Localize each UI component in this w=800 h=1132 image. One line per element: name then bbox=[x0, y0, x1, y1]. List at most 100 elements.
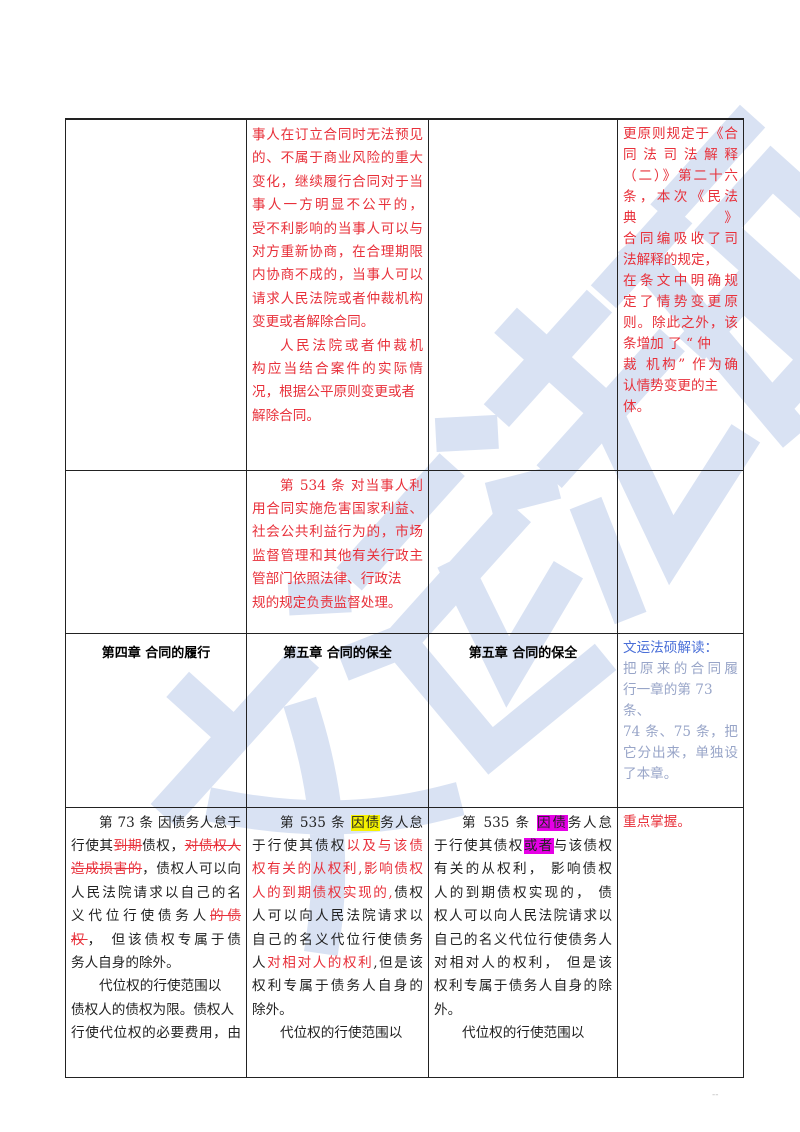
text-segment: 人可以向人民法院请求以 bbox=[252, 908, 423, 925]
table-cell: 第 535 条 因债务人怠 于行使其债权或者与该债权 有关的从权利， 影响债权 人的到… bbox=[428, 806, 618, 1078]
text-line: 对相对人的权利， 但是该 bbox=[434, 952, 612, 975]
text-line: 内协商不成的，当事人可以 bbox=[252, 264, 423, 287]
text-line: 法解释的规定， bbox=[623, 250, 738, 271]
text-segment: 权 bbox=[71, 931, 88, 948]
text-segment: 到期 bbox=[113, 837, 143, 854]
text-segment: 条，本次《民法典》 bbox=[623, 189, 738, 226]
text-line: 权利专属于债务人自身的 bbox=[252, 975, 423, 998]
comparison-table: 事人在订立合同时无法预见 的、不属于商业风险的重大 变化，继续履行合同对于当 事人一方… bbox=[65, 118, 744, 1078]
text-line: 权， 但该债权专属于债 bbox=[71, 929, 241, 952]
table-cell: 事人在订立合同时无法预见 的、不属于商业风险的重大 变化，继续履行合同对于当 事人一方… bbox=[246, 118, 429, 471]
text-line: 则。除此之外，该 bbox=[623, 313, 738, 334]
text-line: 变更或者解除合同。 bbox=[252, 311, 423, 334]
chapter-heading: 第四章 合同的履行 bbox=[101, 645, 211, 661]
text-line: 第 535 条 因债务人怠 bbox=[252, 812, 423, 835]
table-cell: 第 535 条 因债务人怠 于行使其债权以及与该债 权有关的从权利,影响债权 人的到期… bbox=[246, 806, 429, 1078]
text-line: 解除合同。 bbox=[252, 405, 423, 428]
text-line: 况，根据公平原则变更或者 bbox=[252, 381, 423, 404]
text-segment: 自己的名义代位行使债务人 bbox=[434, 931, 612, 948]
table-cell bbox=[65, 469, 247, 634]
text-line: 行使其到期债权，对债权人 bbox=[71, 835, 241, 858]
text-segment: 的、不属于商业风险的重大 bbox=[252, 150, 423, 167]
page-number: -- bbox=[712, 1090, 719, 1100]
text-segment: 受不利影响的当事人可以与 bbox=[252, 220, 423, 237]
chapter-heading: 第五章 合同的保全 bbox=[283, 645, 392, 661]
table-cell: 重点掌握。 bbox=[617, 806, 744, 1078]
text-segment: 的债 bbox=[210, 908, 242, 925]
text-segment: 管部门依照法律、行政法 bbox=[252, 571, 402, 588]
text-line: 合同编吸收了司 bbox=[623, 229, 738, 250]
text-segment: ， 但该债权专属于债 bbox=[87, 931, 242, 948]
text-line: 对方重新协商，在合理期限 bbox=[252, 241, 423, 264]
text-segment: 第 535 条 bbox=[462, 814, 537, 831]
text-segment: 权利专属于债务人自身的 bbox=[252, 978, 423, 995]
text-segment: 合同编吸收了司 bbox=[623, 231, 738, 247]
text-segment: 第 534 条 对当事人利 bbox=[280, 477, 423, 494]
text-line: 变化，继续履行合同对于当 bbox=[252, 171, 423, 194]
text-segment: 用合同实施危害国家利益、 bbox=[252, 500, 423, 517]
table-cell bbox=[617, 469, 744, 634]
table-cell: 更原则规定于《合同 法 司 法 解 释 （二）》第二十六条，本次《民法典》合同编吸… bbox=[617, 118, 744, 471]
text-line: 自己的名义代位行使债务 bbox=[252, 929, 423, 952]
table-cell: 第 73 条 因债务人怠于 行使其到期债权，对债权人 造成损害的，债权人可以向 人民法… bbox=[65, 806, 247, 1078]
text-segment: 裁 机构” 作为确 bbox=[623, 357, 738, 373]
table-row: 第四章 合同的履行 第五章 合同的保全 第五章 合同的保全 文运法硕解读： 把原来的合同… bbox=[65, 632, 744, 808]
text-segment: ,但是该 bbox=[373, 954, 424, 971]
text-line: 债权人的债权为限。债权人 bbox=[71, 999, 241, 1022]
text-line: 74 条、75 条，把 bbox=[623, 722, 738, 743]
text-segment: 同 法 司 法 解 释 bbox=[623, 147, 738, 163]
text-line: 规的规定负责监督处理。 bbox=[252, 592, 423, 615]
text-line: 重点掌握。 bbox=[623, 812, 738, 833]
text-segment: 事人在订立合同时无法预见 bbox=[252, 127, 423, 143]
text-line: （二）》第二十六 bbox=[623, 166, 738, 187]
table-row: 事人在订立合同时无法预见 的、不属于商业风险的重大 变化，继续履行合同对于当 事人一方… bbox=[65, 118, 744, 471]
text-line: 认情势变更的主 bbox=[623, 376, 738, 397]
text-segment: 条增加 了 “ 仲 bbox=[623, 336, 711, 352]
text-line: 第 535 条 因债务人怠 bbox=[434, 812, 612, 835]
text-segment: （二）》第二十六 bbox=[623, 168, 738, 184]
text-segment: 权利专属于债务人自身的除 bbox=[434, 978, 612, 995]
text-line: 有关的从权利， 影响债权 bbox=[434, 858, 612, 881]
text-line: 人对相对人的权利,但是该 bbox=[252, 952, 423, 975]
text-segment: 74 条、75 条，把 bbox=[623, 723, 738, 740]
text-line: 人民法院请求以自己的名 bbox=[71, 882, 241, 905]
text-line: 人的到期债权实现的， 债 bbox=[434, 882, 612, 905]
text-segment: 对相对人的权利 bbox=[267, 954, 374, 971]
text-line: 第 534 条 对当事人利 bbox=[252, 475, 423, 498]
text-line: 务人自身的除外。 bbox=[71, 952, 241, 975]
text-segment: 内协商不成的，当事人可以 bbox=[252, 267, 423, 284]
text-segment: 文运法硕解读： bbox=[623, 639, 719, 656]
text-segment: 务人自身的除外。 bbox=[71, 954, 180, 971]
chapter-heading: 第五章 合同的保全 bbox=[468, 645, 578, 661]
text-segment: 更原则规定于《合 bbox=[623, 126, 738, 142]
text-line: 造成损害的，债权人可以向 bbox=[71, 858, 241, 881]
text-line: 用合同实施危害国家利益、 bbox=[252, 498, 423, 521]
text-line: 行使代位权的必要费用，由 bbox=[71, 1022, 241, 1045]
text-line: 人民法院或者仲裁机 bbox=[252, 335, 423, 358]
text-segment: 社会公共利益行为的，市场 bbox=[252, 524, 423, 541]
text-segment: 债权人的债权为限。债权人 bbox=[71, 1001, 235, 1018]
text-line: 代位权的行使范围以 bbox=[434, 1022, 612, 1045]
text-segment: 对方重新协商，在合理期限 bbox=[252, 244, 423, 261]
text-line: 第 73 条 因债务人怠于 bbox=[71, 812, 241, 835]
text-line: 体。 bbox=[623, 397, 738, 418]
text-line: 请求人民法院或者仲裁机构 bbox=[252, 288, 423, 311]
text-line: 了本章。 bbox=[623, 764, 738, 785]
text-segment: 行一章的第 73 bbox=[623, 681, 713, 698]
text-segment: 定了情势变更原 bbox=[623, 294, 738, 310]
text-line: 人的到期债权实现的,债权 bbox=[252, 882, 423, 905]
text-segment: 构应当结合案件的实际情 bbox=[252, 361, 423, 378]
text-line: 除外。 bbox=[252, 999, 423, 1022]
text-segment: 债权， bbox=[142, 837, 185, 854]
text-segment: 法解释的规定， bbox=[623, 252, 719, 268]
text-line: 权利专属于债务人自身的除 bbox=[434, 975, 612, 998]
text-segment: 第 535 条 bbox=[280, 814, 352, 831]
table-row: 第 73 条 因债务人怠于 行使其到期债权，对债权人 造成损害的，债权人可以向 人民法… bbox=[65, 806, 744, 1078]
text-segment: 把原来的合同履 bbox=[623, 660, 738, 677]
text-line: 的、不属于商业风险的重大 bbox=[252, 147, 423, 170]
text-line: 条、 bbox=[623, 701, 738, 722]
text-segment: 则。除此之外，该 bbox=[623, 315, 738, 331]
text-segment: 认情势变更的主 bbox=[623, 378, 719, 394]
text-segment: 变更或者解除合同。 bbox=[252, 314, 375, 331]
text-line: 代位权的行使范围以 bbox=[252, 1022, 423, 1045]
